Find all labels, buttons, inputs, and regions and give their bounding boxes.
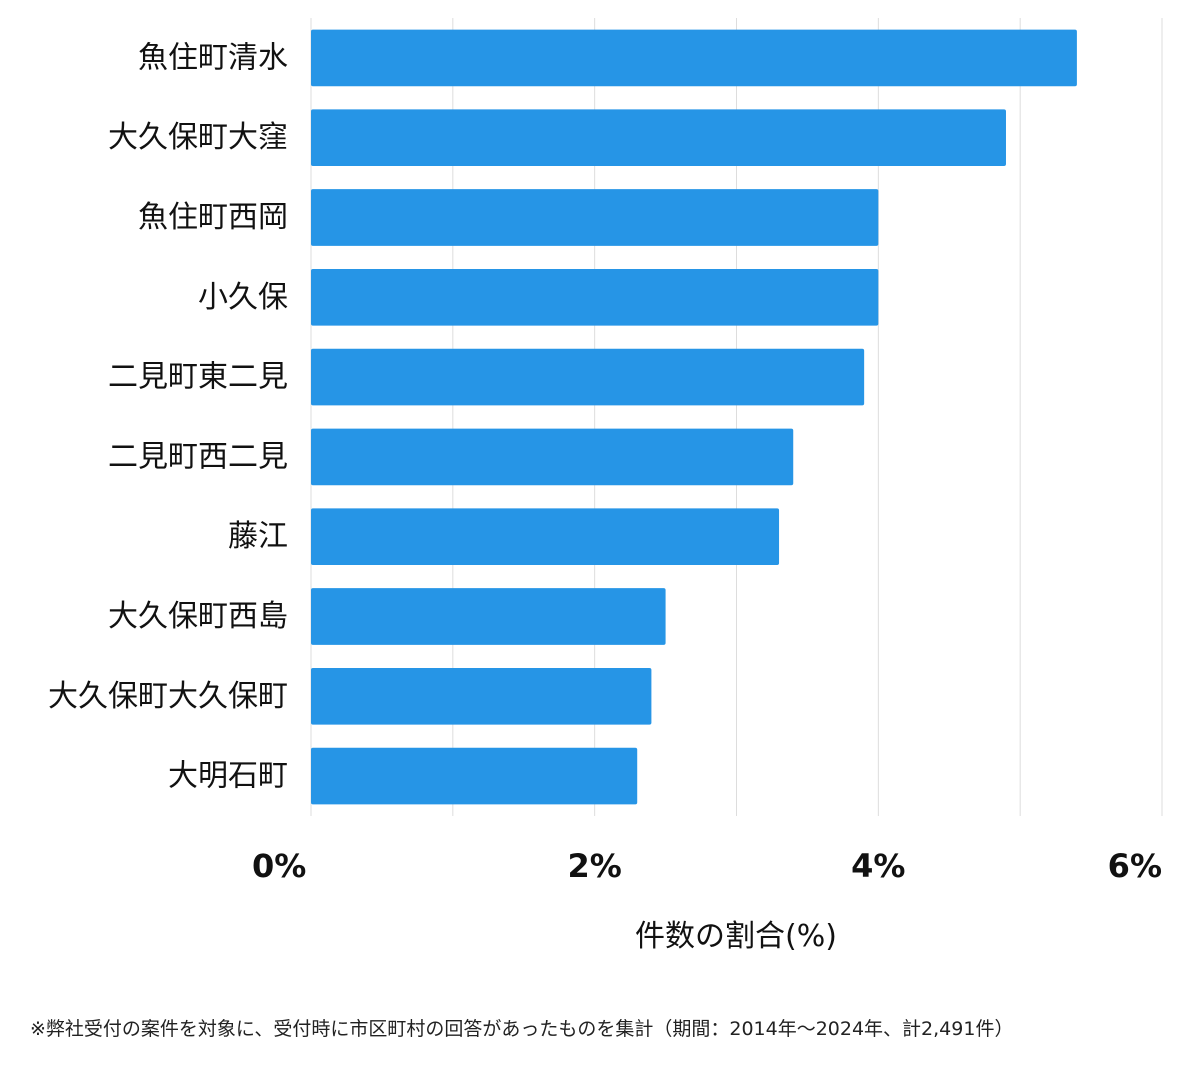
category-label: 小久保 xyxy=(198,280,288,315)
bar xyxy=(311,747,638,805)
x-axis-title: 件数の割合(%) xyxy=(635,919,837,954)
bars xyxy=(311,29,1077,805)
bar xyxy=(311,428,794,486)
category-label: 藤江 xyxy=(228,519,288,554)
category-labels: 魚住町清水大久保町大窪魚住町西岡小久保二見町東二見二見町西二見藤江大久保町西島大… xyxy=(48,40,288,793)
x-tick-label: 6% xyxy=(1108,847,1162,885)
bar xyxy=(311,348,865,406)
bar xyxy=(311,189,879,246)
bar xyxy=(311,109,1006,167)
category-label: 大久保町大久保町 xyxy=(48,679,288,714)
category-label: 大久保町大窪 xyxy=(108,120,288,155)
footnote: ※弊社受付の案件を対象に、受付時に市区町村の回答があったものを集計（期間：201… xyxy=(30,1018,1014,1040)
bar xyxy=(311,29,1077,87)
bar xyxy=(311,268,879,326)
category-label: 魚住町西岡 xyxy=(138,200,288,235)
bar-chart: 魚住町清水大久保町大窪魚住町西岡小久保二見町東二見二見町西二見藤江大久保町西島大… xyxy=(48,18,1163,954)
category-label: 二見町東二見 xyxy=(108,360,288,395)
bar xyxy=(311,667,652,725)
category-label: 大久保町西島 xyxy=(108,599,288,634)
x-tick-label: 2% xyxy=(568,847,622,885)
bar xyxy=(311,588,666,645)
category-label: 二見町西二見 xyxy=(108,439,288,474)
x-tick-labels: 0% 2% 4% 6% xyxy=(252,847,1162,885)
x-tick-label: 4% xyxy=(851,847,905,885)
category-label: 魚住町清水 xyxy=(138,40,288,75)
bar xyxy=(311,508,780,566)
x-tick-label: 0% xyxy=(252,847,306,885)
category-label: 大明石町 xyxy=(168,759,288,794)
